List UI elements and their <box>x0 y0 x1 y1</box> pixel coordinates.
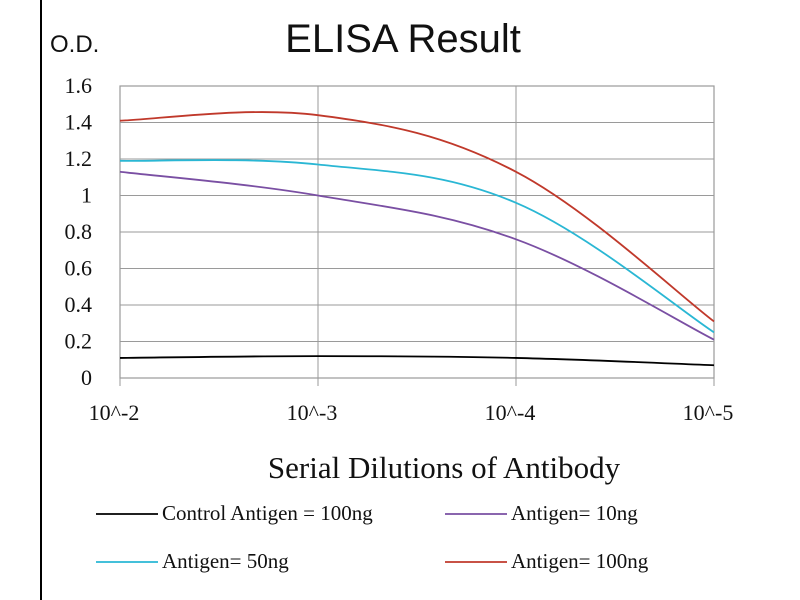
legend-item-1: Control Antigen = 100ng <box>96 501 373 525</box>
y-tick-label: 0.8 <box>65 219 93 244</box>
x-tick-label: 10^-5 <box>683 400 734 425</box>
legend-item-4: Antigen= 100ng <box>445 549 649 573</box>
chart-frame <box>40 0 800 600</box>
y-tick-label: 1.6 <box>65 73 93 98</box>
legend: Control Antigen = 100ng Antigen= 10ng Anti… <box>96 501 649 573</box>
series-line-4 <box>119 111 715 323</box>
y-tick-label: 1.2 <box>65 146 93 171</box>
series-line-3 <box>119 159 715 334</box>
legend-label: Antigen= 10ng <box>511 501 638 525</box>
y-tick-label: 0.4 <box>65 292 93 317</box>
legend-label: Antigen= 100ng <box>511 549 649 573</box>
x-tick-label: 10^-2 <box>89 400 140 425</box>
y-tick-label: 1.4 <box>65 110 93 135</box>
chart-title: ELISA Result <box>285 17 521 61</box>
legend-label: Control Antigen = 100ng <box>162 501 373 525</box>
series-lines <box>119 111 715 367</box>
legend-label: Antigen= 50ng <box>162 549 289 573</box>
y-tick-label: 0.6 <box>65 256 93 281</box>
series-line-1 <box>119 355 715 367</box>
legend-item-2: Antigen= 10ng <box>445 501 638 525</box>
series-line-2 <box>119 170 715 341</box>
legend-item-3: Antigen= 50ng <box>96 549 289 573</box>
x-axis-label: Serial Dilutions of Antibody <box>268 450 621 485</box>
x-tick-labels: 10^-2 10^-3 10^-4 10^-5 <box>89 400 734 425</box>
x-tick-label: 10^-4 <box>485 400 536 425</box>
x-tick-label: 10^-3 <box>287 400 338 425</box>
y-tick-label: 0.2 <box>65 329 93 354</box>
y-tick-label: 0 <box>81 365 92 390</box>
y-tick-label: 1 <box>81 183 92 208</box>
y-axis-label: O.D. <box>50 31 99 58</box>
y-tick-labels: 0 0.2 0.4 0.6 0.8 1 1.2 1.4 1.6 <box>65 73 93 390</box>
gridlines <box>119 85 715 386</box>
